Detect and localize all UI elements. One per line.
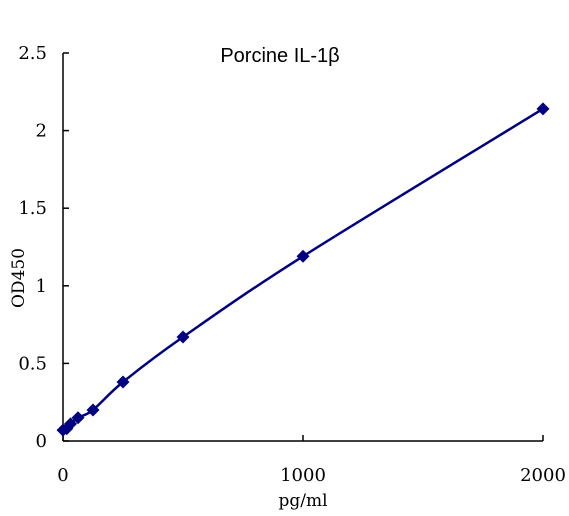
- y-axis-title: OD450: [9, 248, 29, 308]
- data-point-diamond: [86, 403, 100, 417]
- x-tick-label: 0: [57, 465, 68, 486]
- y-ticks: 0 0.5 1 1.5 2 2.5: [18, 43, 69, 452]
- y-tick-label: 0.5: [18, 353, 47, 374]
- y-tick-label: 1.5: [18, 198, 47, 219]
- y-tick-label: 0: [36, 431, 47, 452]
- axes: [62, 53, 543, 442]
- data-point-diamond: [536, 102, 550, 116]
- data-point-diamond: [116, 375, 130, 389]
- data-point-diamond: [176, 330, 190, 344]
- data-point-diamond: [71, 411, 85, 425]
- x-ticks: 0 1000 2000: [57, 435, 566, 486]
- x-tick-label: 1000: [280, 465, 326, 486]
- y-tick-label: 1: [36, 276, 47, 297]
- data-points: [56, 102, 550, 437]
- data-point-diamond: [296, 249, 310, 263]
- y-tick-label: 2: [36, 121, 47, 142]
- series-curve: [62, 107, 544, 432]
- data-point-diamond: [64, 417, 77, 431]
- x-axis-title: pg/ml: [278, 491, 327, 511]
- chart-title: Porcine IL-1β: [220, 45, 339, 67]
- y-tick-label: 2.5: [18, 43, 47, 64]
- x-tick-label: 2000: [520, 465, 566, 486]
